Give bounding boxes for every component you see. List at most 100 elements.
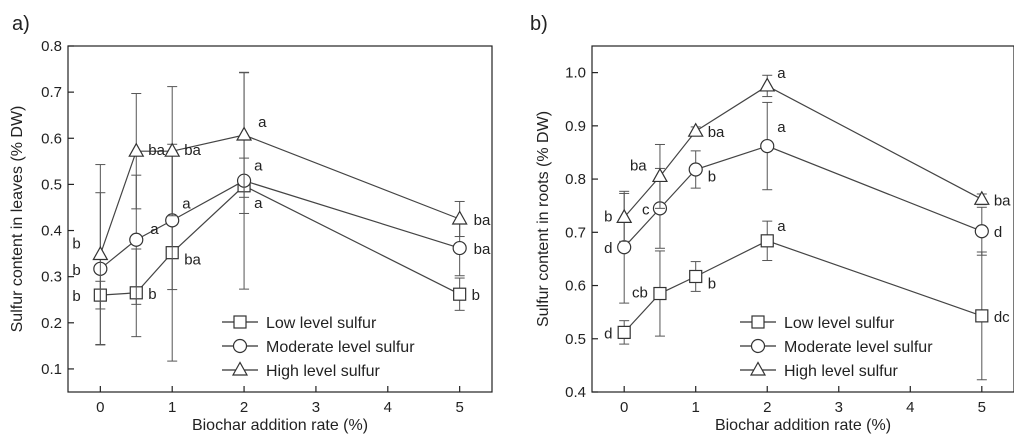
data-point: [128, 142, 145, 157]
y-tick-label: 0.1: [41, 361, 62, 378]
legend-marker: [233, 315, 247, 329]
x-tick-label: 2: [763, 399, 771, 416]
significance-label: a: [777, 119, 786, 136]
significance-label: ba: [630, 157, 647, 174]
legend-entry: Moderate level sulfur: [784, 339, 933, 356]
significance-label: ba: [708, 124, 725, 141]
y-axis-label: Sulfur content in leaves (% DW): [9, 106, 26, 333]
series-line: [623, 145, 983, 248]
y-tick-label: 0.6: [565, 278, 586, 295]
significance-label: b: [72, 262, 80, 279]
significance-label: a: [254, 195, 263, 212]
significance-label: ba: [474, 212, 491, 229]
y-tick-label: 0.4: [565, 384, 586, 401]
data-point: [617, 325, 631, 339]
legend-marker: [750, 338, 766, 354]
legend-entry: Moderate level sulfur: [266, 339, 415, 356]
legend-entry: High level sulfur: [266, 363, 381, 380]
significance-label: b: [708, 275, 716, 292]
significance-label: ba: [994, 192, 1011, 209]
y-axis-label: Sulfur content in roots (% DW): [535, 111, 552, 327]
panel-a: a) 0 1 2 3 4 5 0.1 0.2 0.3 0.4 0.5 0.6 0.7 0.8 Biochar …: [9, 13, 493, 434]
data-point: [689, 269, 703, 284]
legend-entry: Low level sulfur: [784, 315, 895, 332]
y-tick-label: 0.8: [41, 38, 62, 55]
significance-label: a: [777, 65, 786, 82]
legend: Low level sulfur Moderate level sulfur Hig…: [740, 315, 933, 380]
significance-label: dc: [994, 309, 1010, 326]
legend-marker: [232, 338, 248, 354]
x-tick-label: 4: [906, 399, 914, 416]
x-axis-label: Biochar addition rate (%): [192, 417, 368, 434]
data-point: [617, 240, 632, 255]
x-tick-label: 5: [455, 399, 463, 416]
panel-label: a): [12, 13, 30, 35]
plot-frame: [591, 45, 1014, 393]
data-point: [760, 234, 774, 248]
significance-label: a: [777, 218, 786, 235]
x-axis-label: Biochar addition rate (%): [715, 417, 891, 434]
data-point: [688, 162, 703, 177]
legend-entry: Low level sulfur: [266, 315, 377, 332]
significance-label: a: [258, 114, 267, 131]
significance-label: cb: [632, 285, 648, 302]
y-tick-label: 0.3: [41, 269, 62, 286]
data-point: [236, 126, 253, 141]
y-tick-label: 0.5: [41, 176, 62, 193]
data-point: [760, 138, 775, 154]
x-tick-label: 5: [978, 399, 986, 416]
legend: Low level sulfur Moderate level sulfur Hig…: [222, 315, 415, 380]
significance-label: c: [642, 201, 650, 218]
x-tick-label: 0: [96, 399, 104, 416]
x-tick-label: 3: [312, 399, 320, 416]
legend-marker: [751, 315, 765, 329]
significance-label: a: [254, 158, 263, 175]
significance-label: b: [472, 287, 480, 304]
panel-b: b) 0 1 2 3 4 5 0.4 0.5 0.6 0.7 0.8 0.9 1.0 Biochar add…: [530, 13, 1014, 434]
x-tick-label: 4: [384, 399, 392, 416]
y-tick-label: 0.6: [41, 130, 62, 147]
data-point: [92, 245, 109, 261]
series-line: [100, 185, 460, 296]
data-point: [616, 208, 633, 224]
data-point: [453, 287, 467, 301]
data-point: [974, 224, 989, 239]
significance-label: b: [72, 288, 80, 305]
data-point: [653, 286, 667, 301]
series-line: [623, 85, 983, 218]
legend-marker: [231, 361, 249, 376]
significance-label: ba: [474, 241, 491, 258]
significance-label: ba: [184, 142, 201, 159]
data-point: [129, 232, 144, 247]
data-point: [975, 309, 989, 323]
significance-label: b: [604, 208, 612, 225]
x-tick-label: 3: [835, 399, 843, 416]
significance-label: ba: [184, 252, 201, 269]
legend-entry: High level sulfur: [784, 363, 899, 380]
y-tick-label: 0.2: [41, 315, 62, 332]
significance-label: a: [150, 221, 159, 238]
data-point: [651, 167, 668, 183]
data-point: [759, 77, 776, 92]
x-tick-label: 0: [620, 399, 628, 416]
y-tick-label: 0.5: [565, 331, 586, 348]
significance-label: b: [148, 286, 156, 303]
series-square: d cb b a dc: [604, 218, 1010, 381]
plot-frame: [67, 45, 493, 393]
significance-label: a: [182, 195, 191, 212]
significance-label: b: [708, 168, 716, 185]
panel-label: b): [530, 13, 548, 35]
y-tick-label: 1.0: [565, 65, 586, 82]
legend-marker: [749, 361, 767, 376]
x-tick-label: 2: [240, 399, 248, 416]
data-point: [164, 142, 181, 157]
y-tick-label: 0.9: [565, 118, 586, 135]
data-point: [973, 190, 990, 205]
data-point: [452, 240, 467, 256]
y-tick-label: 0.7: [565, 224, 586, 241]
x-tick-label: 1: [692, 399, 700, 416]
